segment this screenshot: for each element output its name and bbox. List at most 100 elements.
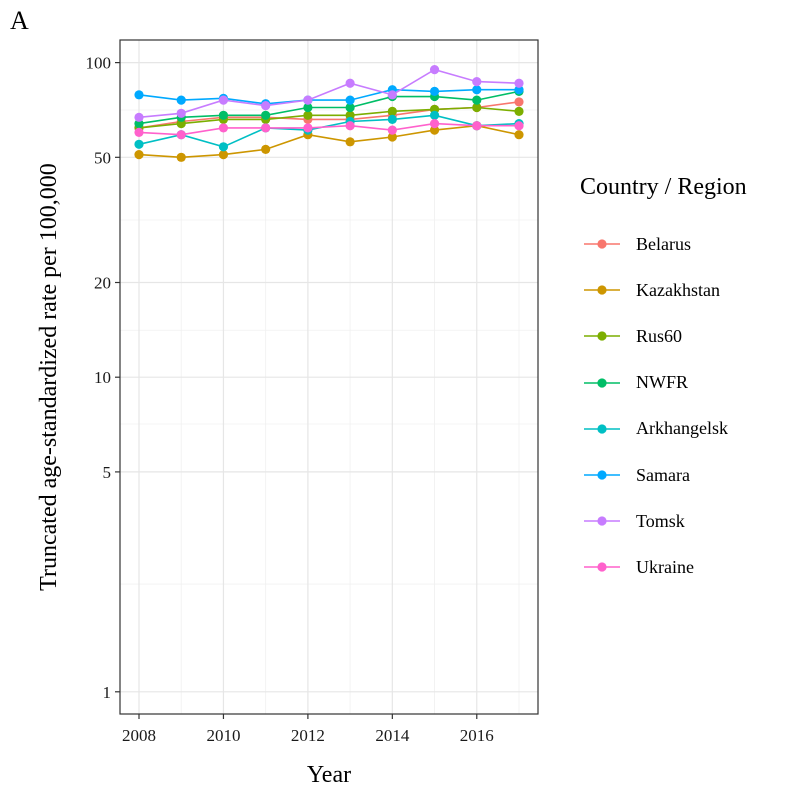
data-point-tomsk xyxy=(514,78,524,88)
data-point-samara xyxy=(429,86,440,97)
x-axis-title: Year xyxy=(307,762,351,787)
legend-label: Ukraine xyxy=(636,556,694,577)
data-point-samara xyxy=(345,95,355,105)
data-point-ukraine xyxy=(429,118,440,129)
data-point-ukraine xyxy=(387,125,397,135)
y-axis-title: Truncated age-standardized rate per 100,… xyxy=(36,163,62,591)
legend-item-belarus: Belarus xyxy=(580,221,747,267)
data-point-nwfr xyxy=(472,95,482,105)
data-point-rus60 xyxy=(303,110,313,120)
data-point-ukraine xyxy=(472,121,482,131)
series-line-tomsk xyxy=(138,68,520,119)
legend-item-samara: Samara xyxy=(580,452,747,498)
legend-key-kazakhstan xyxy=(584,285,620,295)
data-point-kazakhstan xyxy=(514,130,524,140)
data-point-nwfr xyxy=(345,102,355,113)
legend-key-tomsk xyxy=(584,516,620,526)
legend-item-kazakhstan: Kazakhstan xyxy=(580,267,747,313)
legend: Country / Region Belarus Kazakhstan Rus60 N… xyxy=(580,174,747,591)
series-line-nwfr xyxy=(138,90,520,125)
series-line-rus60 xyxy=(138,106,520,129)
data-point-arkhangelsk xyxy=(387,114,397,124)
series-ukraine xyxy=(134,118,524,140)
series-line-arkhangelsk xyxy=(138,114,520,148)
data-point-kazakhstan xyxy=(134,150,144,160)
data-point-rus60 xyxy=(387,106,397,116)
data-point-kazakhstan xyxy=(261,144,271,154)
data-point-tomsk xyxy=(303,95,313,105)
series-line-kazakhstan xyxy=(138,124,520,159)
data-point-ukraine xyxy=(176,130,186,140)
x-tick-label: 2014 xyxy=(375,726,410,745)
y-tick-label: 10 xyxy=(94,368,111,387)
data-point-nwfr xyxy=(261,110,271,120)
data-point-kazakhstan xyxy=(429,125,440,135)
data-point-arkhangelsk xyxy=(429,110,440,120)
data-point-tomsk xyxy=(345,78,355,88)
data-point-tomsk xyxy=(261,101,271,111)
legend-key-belarus xyxy=(584,239,620,249)
data-point-kazakhstan xyxy=(218,150,229,160)
legend-item-nwfr: NWFR xyxy=(580,360,747,406)
data-point-ukraine xyxy=(303,123,313,133)
legend-label: Kazakhstan xyxy=(636,279,720,300)
legend-item-tomsk: Tomsk xyxy=(580,498,747,544)
data-point-ukraine xyxy=(261,123,271,133)
legend-label: Samara xyxy=(636,464,690,485)
data-point-ukraine xyxy=(218,123,229,133)
data-point-ukraine xyxy=(134,127,144,138)
data-point-tomsk xyxy=(472,77,482,87)
series-kazakhstan xyxy=(134,121,524,162)
data-point-tomsk xyxy=(429,65,440,75)
legend-label: Tomsk xyxy=(636,510,685,531)
legend-key-ukraine xyxy=(584,562,620,573)
legend-items: Belarus Kazakhstan Rus60 NWFR Arkhangelsk Sam… xyxy=(580,221,747,591)
y-tick-label: 50 xyxy=(94,148,111,167)
data-point-rus60 xyxy=(472,102,482,113)
legend-label: Belarus xyxy=(636,233,691,254)
panel-label: A xyxy=(10,6,29,35)
legend-key-rus60 xyxy=(584,331,620,342)
series-tomsk xyxy=(134,65,524,122)
legend-label: NWFR xyxy=(636,372,689,393)
legend-key-samara xyxy=(584,470,620,480)
x-tick-label: 2010 xyxy=(206,726,240,745)
legend-title: Country / Region xyxy=(580,174,747,200)
y-tick-label: 100 xyxy=(86,54,112,73)
data-point-tomsk xyxy=(218,95,229,105)
data-point-nwfr xyxy=(303,102,313,113)
data-point-samara xyxy=(134,90,144,100)
legend-label: Rus60 xyxy=(636,325,683,346)
legend-item-ukraine: Ukraine xyxy=(580,544,747,590)
data-point-arkhangelsk xyxy=(218,142,229,152)
legend-key-nwfr xyxy=(584,378,620,388)
series-line-samara xyxy=(138,88,519,105)
data-point-kazakhstan xyxy=(176,152,186,162)
x-tick-label: 2008 xyxy=(122,726,156,745)
data-point-tomsk xyxy=(134,112,144,122)
series-line-ukraine xyxy=(138,122,519,136)
series-layer xyxy=(134,65,524,162)
data-point-samara xyxy=(514,85,524,95)
legend-key-arkhangelsk xyxy=(584,424,620,434)
legend-item-rus60: Rus60 xyxy=(580,313,747,359)
axis-layer: 2008 2010 2012 2014 2016 1 5 10 20 50 100 xyxy=(86,54,494,745)
data-point-belarus xyxy=(514,97,524,107)
data-point-samara xyxy=(472,85,482,95)
legend-item-arkhangelsk: Arkhangelsk xyxy=(580,406,747,452)
legend-label: Arkhangelsk xyxy=(636,418,728,439)
data-point-tomsk xyxy=(387,90,397,100)
data-point-tomsk xyxy=(176,108,186,118)
data-point-samara xyxy=(176,95,186,105)
y-tick-label: 5 xyxy=(103,463,112,482)
y-tick-label: 20 xyxy=(94,274,111,293)
data-point-ukraine xyxy=(514,121,524,131)
data-point-nwfr xyxy=(218,110,229,120)
x-tick-label: 2012 xyxy=(291,726,325,745)
data-point-kazakhstan xyxy=(345,137,355,147)
data-point-rus60 xyxy=(514,106,524,116)
y-tick-label: 1 xyxy=(103,683,112,702)
data-point-ukraine xyxy=(345,121,355,131)
data-point-kazakhstan xyxy=(387,132,397,142)
x-tick-label: 2016 xyxy=(460,726,494,745)
